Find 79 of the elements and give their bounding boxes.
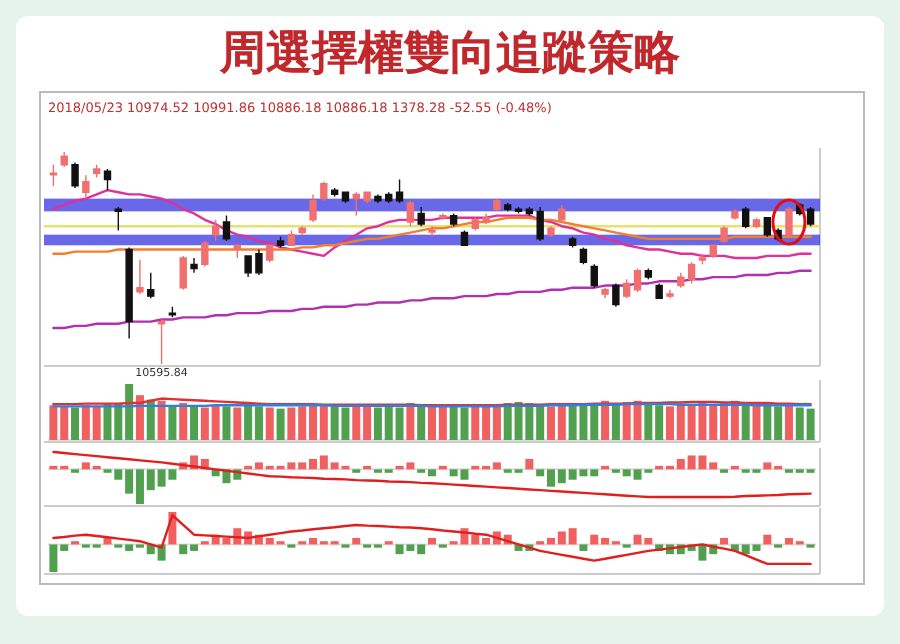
candlestick [590,263,598,289]
candlestick [806,206,815,227]
candlestick [92,164,101,179]
candlestick [579,246,588,266]
candlestick [49,164,58,187]
candlestick [211,219,220,242]
candlestick [287,229,296,246]
candlestick [633,267,642,293]
bar [190,406,199,440]
candlestick [136,259,144,295]
bar [417,404,426,440]
candlestick [644,267,653,280]
candlestick [568,236,577,249]
bar [720,537,729,545]
bar [784,405,793,440]
bar [222,406,231,440]
bar [276,408,285,440]
candlestick [428,225,436,238]
bar [265,407,274,440]
bar [741,403,750,440]
candlestick [60,151,68,168]
bar [611,403,620,440]
candlestick [623,278,631,299]
candlestick [190,257,198,274]
candlestick [298,225,306,236]
candlestick [741,206,750,230]
candlestick [709,244,717,259]
candlestick [179,255,187,291]
candlestick [147,272,155,299]
candlestick [558,204,566,223]
candlestick [276,236,285,249]
candlestick [103,168,112,191]
candlestick [439,212,447,221]
candlestick [460,229,469,246]
candlestick [601,286,609,299]
candlestick [320,180,328,202]
candlestick [266,244,274,263]
candlestick [222,214,231,242]
bar [752,404,761,440]
candlestick [330,187,339,198]
candlestick [71,161,79,189]
candlestick [417,206,425,227]
bar [233,407,242,440]
candlestick [698,253,707,266]
candlestick [612,282,620,308]
candlestick [666,289,674,299]
candlestick [720,225,728,244]
candlestick [406,200,415,227]
chart-title: 周選擇權雙向追蹤策略 [218,26,680,80]
candlestick [752,217,761,230]
candlestick [233,244,241,259]
candlestick [547,225,555,238]
bar [179,403,188,440]
bar [168,405,177,440]
candlestick [655,282,663,299]
candlestick [687,261,696,285]
candlestick [449,212,458,227]
candlestick [493,197,501,213]
candlestick [785,206,793,238]
bar [763,534,772,545]
candlestick [114,206,123,232]
bar [71,407,80,440]
candlestick [201,240,209,268]
candlestick [125,246,133,340]
candlestick [504,202,512,213]
candlestick [168,306,177,319]
candlestick [677,272,685,289]
bar [157,400,166,440]
bar [352,537,361,545]
bar [406,403,415,440]
candlestick [157,318,166,365]
candlestick [395,178,404,204]
bar [428,537,436,545]
bar [525,458,534,470]
bar [579,544,588,551]
candlestick [763,217,772,238]
candlestick [82,174,90,200]
candlestick [309,193,317,223]
candlestick [731,208,739,221]
